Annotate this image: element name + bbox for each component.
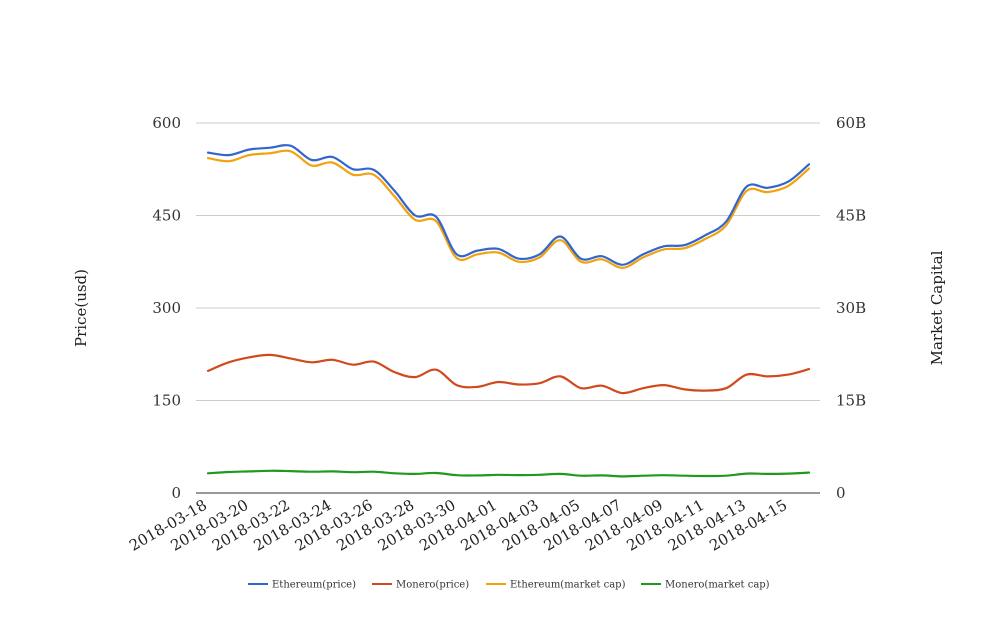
legend: Ethereum(price) Monero(price) Ethereum(mar…: [248, 580, 770, 591]
x-axis-ticks: 2018-03-182018-03-202018-03-222018-03-24…: [126, 496, 790, 555]
left-y-tick-label: 0: [171, 484, 181, 502]
left-y-tick-label: 600: [152, 114, 181, 132]
series-line-monero-market-cap: [206, 469, 811, 478]
right-y-tick-label: 15B: [836, 392, 866, 410]
series-lines: [206, 144, 811, 478]
gridlines: [196, 122, 820, 494]
right-y-tick-label: 0: [836, 484, 846, 502]
series-line-ethereum-price: [206, 144, 811, 266]
right-y-tick-label: 45B: [836, 207, 866, 225]
legend-label-monero-market-cap: Monero(market cap): [665, 580, 770, 591]
right-y-tick-label: 60B: [836, 114, 866, 132]
legend-label-monero-price: Monero(price): [396, 580, 469, 591]
left-y-tick-label: 150: [152, 392, 181, 410]
left-y-tick-label: 300: [152, 299, 181, 317]
right-y-axis-ticks: 0 15B 30B 45B 60B: [836, 114, 866, 502]
legend-label-ethereum-market-cap: Ethereum(market cap): [510, 580, 626, 591]
series-line-ethereum-market-cap: [206, 149, 811, 269]
right-y-axis-title: Market Capital: [928, 250, 946, 365]
legend-label-ethereum-price: Ethereum(price): [272, 580, 356, 591]
left-y-axis-ticks: 0 150 300 450 600: [152, 114, 181, 502]
left-y-axis-title: Price(usd): [72, 269, 90, 347]
left-y-tick-label: 450: [152, 207, 181, 225]
series-line-monero-price: [206, 353, 811, 395]
right-y-tick-label: 30B: [836, 299, 866, 317]
